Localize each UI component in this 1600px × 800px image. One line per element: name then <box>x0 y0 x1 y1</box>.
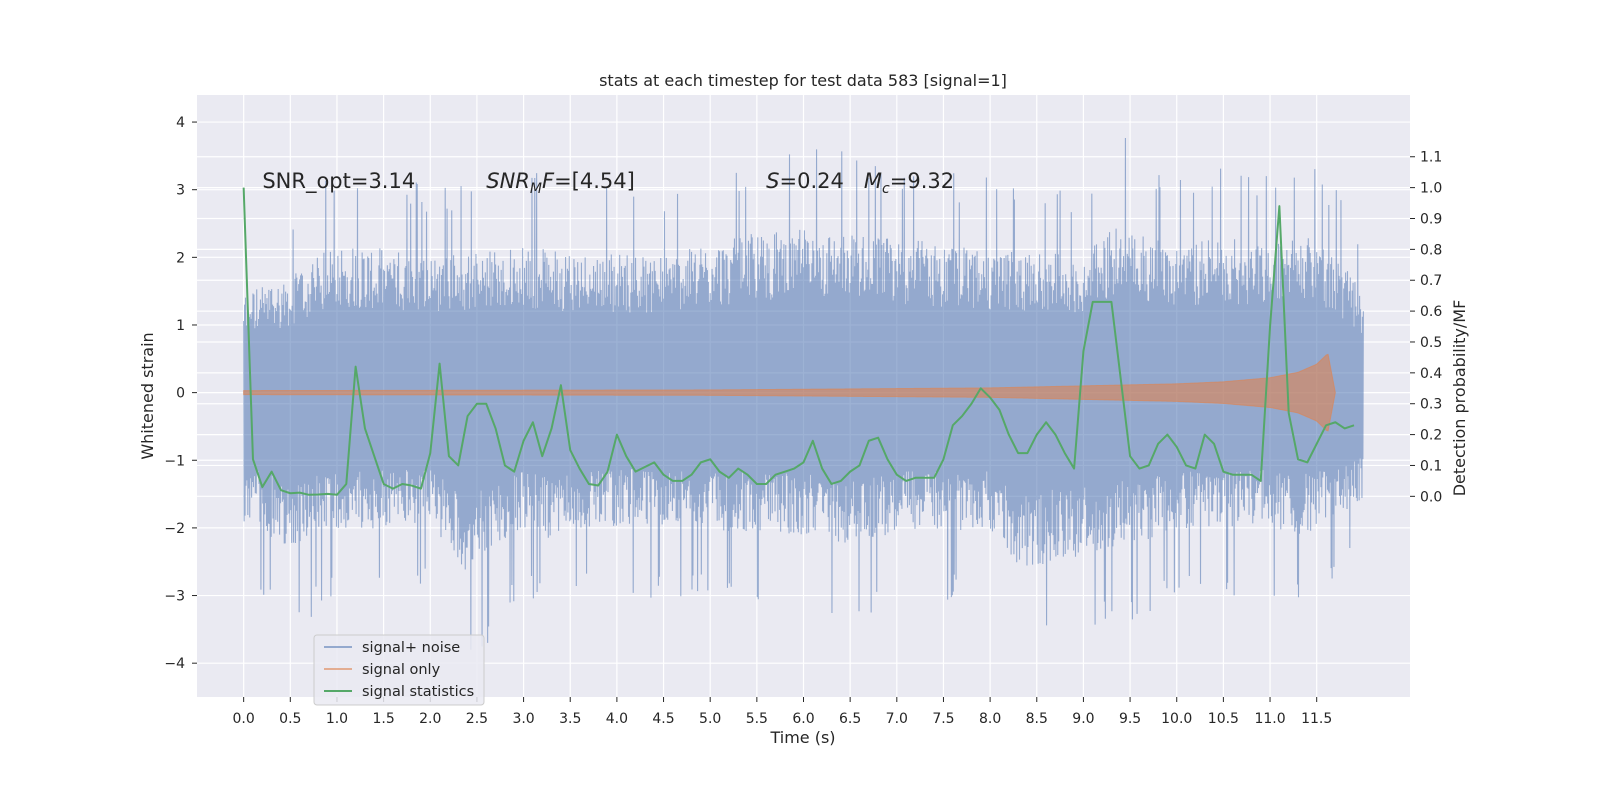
y2-tick-label-11: 1.1 <box>1420 150 1442 166</box>
signal-statistics-line <box>242 187 1355 496</box>
annotations: SNR_opt=3.14 SNRMF=[4.54] S=0.24 Mc=9.32 <box>262 169 954 197</box>
x-tick-label-7: 3.5 <box>559 711 581 727</box>
y2-tick-label-4: 0.4 <box>1420 366 1442 382</box>
x-tick-label-4: 2.0 <box>419 711 441 727</box>
x-tick-label-11: 5.5 <box>746 711 768 727</box>
x-tick-label-8: 4.0 <box>606 711 628 727</box>
noise-trace <box>243 138 1364 650</box>
x-tick-label-21: 10.5 <box>1208 711 1239 727</box>
x-tick-label-22: 11.0 <box>1254 711 1285 727</box>
y-axis-label: Whitened strain <box>138 332 157 459</box>
x-tick-label-10: 5.0 <box>699 711 721 727</box>
series-signal-statistics <box>242 187 1355 496</box>
x-tick-label-16: 8.0 <box>979 711 1001 727</box>
x-tick-label-0: 0.0 <box>233 711 255 727</box>
x-tick-label-17: 8.5 <box>1026 711 1048 727</box>
y2-tick-label-10: 1.0 <box>1420 181 1442 197</box>
annotation-2: S=0.24 Mc=9.32 <box>766 169 954 197</box>
x-tick-label-13: 6.5 <box>839 711 861 727</box>
x-tick-label-18: 9.0 <box>1072 711 1094 727</box>
x-tick-label-19: 9.5 <box>1119 711 1141 727</box>
y2-tick-label-2: 0.2 <box>1420 428 1442 444</box>
x-axis-label: Time (s) <box>769 728 835 747</box>
y2-tick-label-7: 0.7 <box>1420 273 1442 289</box>
y-tick-label-0: −4 <box>164 656 185 672</box>
y2-tick-label-3: 0.3 <box>1420 397 1442 413</box>
y2-axis-label: Detection probability/MF <box>1450 300 1469 497</box>
x-tick-label-12: 6.0 <box>792 711 814 727</box>
y-tick-label-3: −1 <box>164 453 185 469</box>
series-signal-only <box>243 353 1336 432</box>
y2-axis-ticks: 0.0 0.1 0.2 0.3 0.4 0.5 0.6 0.7 0.8 0.9 1.0 1.1 <box>1410 150 1442 505</box>
y-tick-label-4: 0 <box>176 386 185 402</box>
y-tick-label-7: 3 <box>176 183 185 199</box>
y-tick-label-5: 1 <box>176 318 185 334</box>
x-tick-label-15: 7.5 <box>932 711 954 727</box>
legend-label-signal-only: signal only <box>362 662 441 678</box>
legend: signal+ noise signal only signal statist… <box>313 634 485 706</box>
x-tick-label-9: 4.5 <box>652 711 674 727</box>
y2-tick-label-5: 0.5 <box>1420 335 1442 351</box>
x-tick-label-2: 1.0 <box>326 711 348 727</box>
x-tick-label-1: 0.5 <box>279 711 301 727</box>
y-tick-label-8: 4 <box>176 115 185 131</box>
y2-tick-label-8: 0.8 <box>1420 242 1442 258</box>
y-tick-label-1: −3 <box>164 589 185 605</box>
x-tick-label-20: 10.0 <box>1161 711 1192 727</box>
y-tick-label-2: −2 <box>164 521 185 537</box>
legend-label-signal-statistics: signal statistics <box>362 684 474 700</box>
y2-tick-label-0: 0.0 <box>1420 489 1442 505</box>
x-tick-label-23: 11.5 <box>1301 711 1332 727</box>
series-signal-noise <box>243 138 1364 650</box>
legend-box <box>313 634 485 706</box>
y2-tick-label-6: 0.6 <box>1420 304 1442 320</box>
chart-title: stats at each timestep for test data 583… <box>599 71 1007 90</box>
signal-only-envelope <box>243 353 1336 432</box>
x-tick-label-5: 2.5 <box>466 711 488 727</box>
x-tick-label-3: 1.5 <box>372 711 394 727</box>
x-tick-label-14: 7.0 <box>886 711 908 727</box>
legend-label-signal-noise: signal+ noise <box>362 640 460 656</box>
y-tick-label-6: 2 <box>176 250 185 266</box>
annotation-0: SNR_opt=3.14 <box>262 169 415 194</box>
y2-tick-label-1: 0.1 <box>1420 458 1442 474</box>
x-axis-ticks: 0.0 0.5 1.0 1.5 2.0 2.5 3.0 3.5 4.0 4.5 5.0 5.5 6.0 6… <box>233 697 1332 727</box>
y-axis-ticks: −4 −3 −2 −1 0 1 2 3 4 <box>164 115 197 672</box>
x-tick-label-6: 3.0 <box>512 711 534 727</box>
y2-tick-label-9: 0.9 <box>1420 211 1442 227</box>
annotation-1: SNRMF=[4.54] <box>486 169 635 197</box>
